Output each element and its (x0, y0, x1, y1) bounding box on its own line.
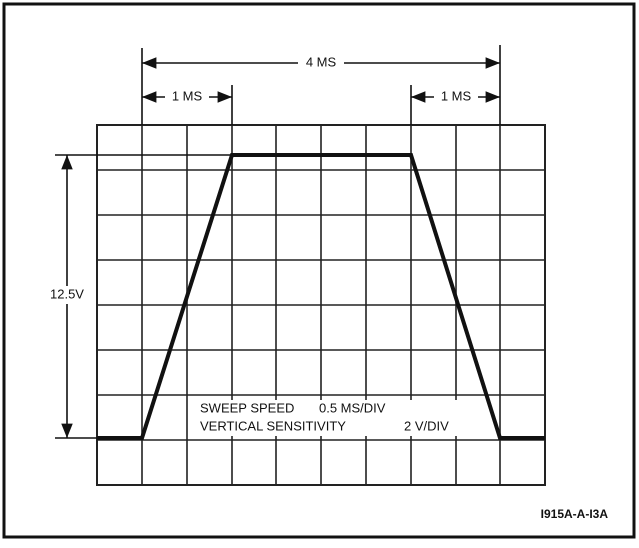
figure-id: I915A-A-I3A (541, 507, 609, 521)
setting-label: SWEEP SPEED (200, 400, 294, 415)
frame (2, 2, 636, 539)
pulse-waveform (97, 153, 545, 440)
setting-value: 2 V/DIV (404, 418, 449, 433)
dimension-label: 1 MS (172, 88, 203, 103)
setting-value: 0.5 MS/DIV (319, 400, 386, 415)
dimension-label: 4 MS (306, 54, 337, 69)
dimension-label: 12.5V (50, 286, 84, 301)
dimension-label: 1 MS (441, 88, 472, 103)
setting-label: VERTICAL SENSITIVITY (200, 418, 346, 433)
